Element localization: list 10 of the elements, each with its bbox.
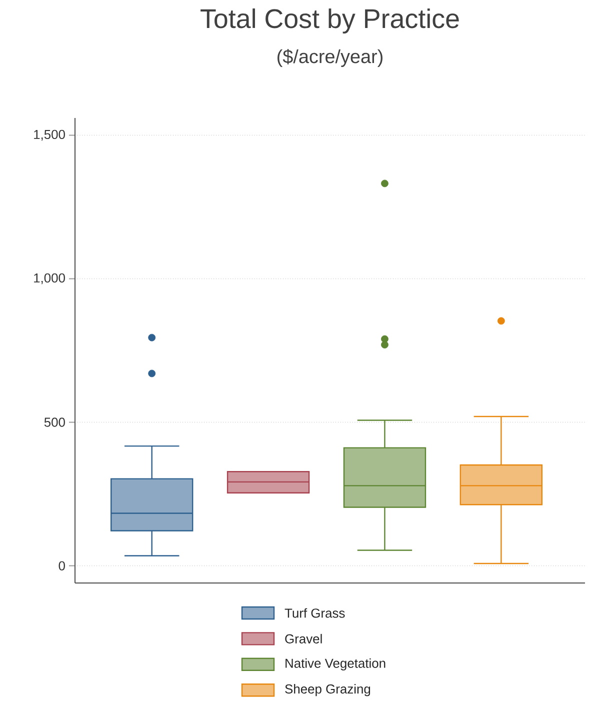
chart-subtitle: ($/acre/year) <box>278 49 382 67</box>
y-tick-label: 0 <box>58 561 65 570</box>
y-tick-label: 1,000 <box>34 273 65 284</box>
legend-label: Sheep Grazing <box>285 684 370 696</box>
y-tick-label: 1,500 <box>34 130 65 141</box>
legend-label: Gravel <box>285 634 322 644</box>
y-tick-label: 500 <box>44 418 65 427</box>
chart-title: Total Cost by Practice <box>200 8 459 34</box>
legend-label: Native Vegetation <box>286 658 386 670</box>
legend-label: Turf Grass <box>284 608 345 618</box>
